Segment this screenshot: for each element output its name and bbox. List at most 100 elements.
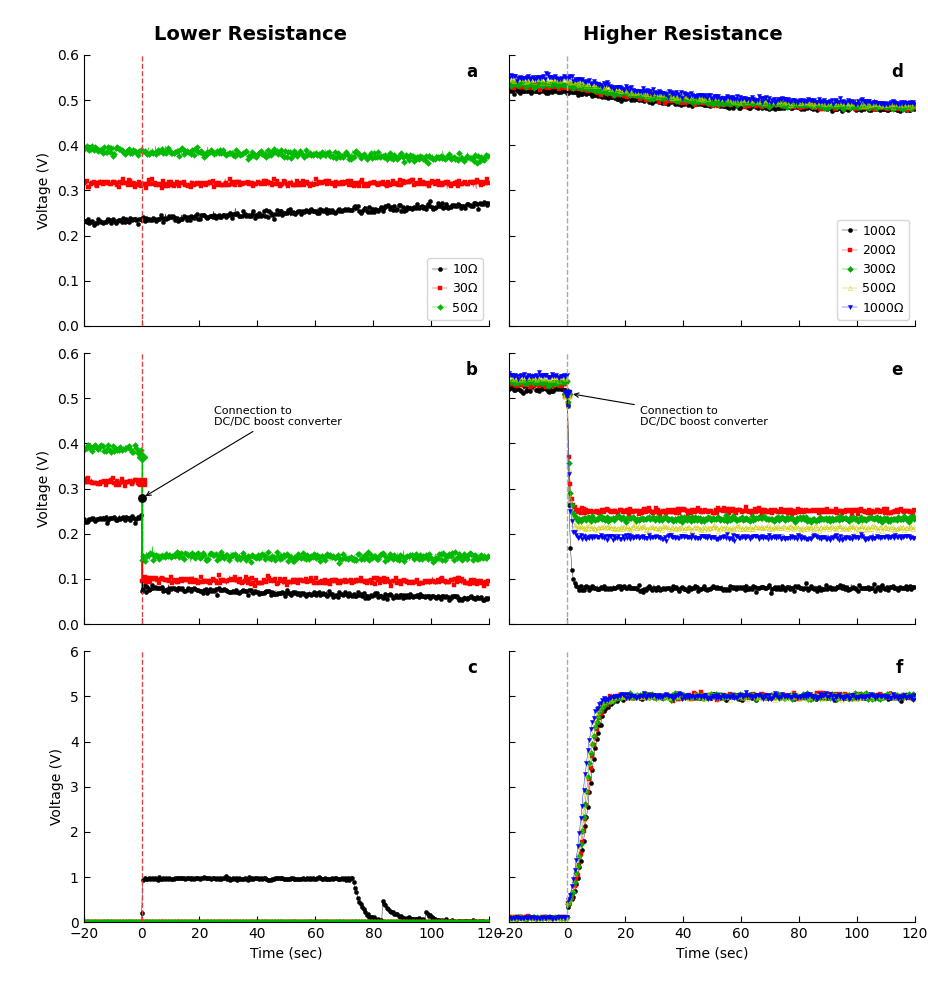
500Ω (807, 101, 818, 113)
500Ω (517, 70, 528, 82)
200Ω (789, 99, 800, 111)
200Ω (507, 80, 518, 92)
200Ω (557, 77, 568, 89)
30Ω (81, 175, 92, 187)
X-axis label: Time (sec): Time (sec) (676, 946, 748, 961)
30Ω (78, 177, 89, 189)
Line: 50Ω: 50Ω (82, 143, 491, 166)
100Ω (900, 107, 911, 119)
50Ω (81, 141, 92, 153)
100Ω (555, 82, 566, 94)
1000Ω (789, 96, 800, 108)
300Ω (537, 78, 548, 90)
50Ω (419, 158, 431, 169)
30Ω (483, 175, 495, 187)
Y-axis label: Voltage (V): Voltage (V) (50, 748, 64, 826)
100Ω (909, 103, 920, 115)
100Ω (767, 101, 778, 113)
Text: f: f (895, 659, 902, 677)
100Ω (537, 85, 548, 97)
300Ω (767, 97, 778, 109)
300Ω (868, 104, 879, 116)
30Ω (342, 178, 353, 190)
Line: 500Ω: 500Ω (507, 74, 916, 110)
1000Ω (507, 70, 518, 82)
1000Ω (540, 68, 551, 80)
1000Ω (537, 70, 548, 82)
200Ω (847, 103, 858, 115)
10Ω (483, 198, 495, 210)
X-axis label: Time (sec): Time (sec) (250, 946, 322, 961)
Legend: 10Ω, 30Ω, 50Ω: 10Ω, 30Ω, 50Ω (427, 258, 483, 320)
10Ω (78, 215, 89, 227)
500Ω (858, 95, 870, 107)
1000Ω (503, 73, 514, 85)
100Ω (507, 84, 518, 96)
Legend: 100Ω, 200Ω, 300Ω, 500Ω, 1000Ω: 100Ω, 200Ω, 300Ω, 500Ω, 1000Ω (836, 219, 908, 320)
Line: 300Ω: 300Ω (507, 79, 916, 112)
50Ω (423, 150, 434, 162)
50Ω (342, 151, 353, 163)
Text: e: e (891, 361, 902, 379)
10Ω (433, 200, 445, 212)
10Ω (342, 203, 353, 215)
500Ω (507, 75, 518, 87)
30Ω (364, 177, 375, 189)
300Ω (503, 78, 514, 90)
10Ω (364, 201, 375, 213)
500Ω (789, 95, 800, 107)
30Ω (432, 175, 444, 187)
10Ω (87, 219, 98, 231)
50Ω (78, 142, 89, 154)
Text: Connection to
DC/DC boost converter: Connection to DC/DC boost converter (574, 393, 767, 428)
Text: a: a (466, 63, 476, 81)
500Ω (537, 74, 548, 86)
200Ω (909, 104, 920, 116)
1000Ω (858, 96, 870, 108)
Text: c: c (467, 659, 476, 677)
50Ω (112, 144, 123, 156)
Text: d: d (890, 63, 902, 81)
10Ω (112, 212, 123, 224)
100Ω (847, 105, 858, 117)
30Ω (219, 172, 230, 184)
1000Ω (767, 94, 778, 106)
200Ω (537, 82, 548, 94)
Line: 10Ω: 10Ω (82, 198, 491, 227)
50Ω (364, 151, 375, 163)
50Ω (483, 154, 495, 166)
Line: 100Ω: 100Ω (507, 86, 916, 115)
100Ω (503, 85, 514, 97)
300Ω (534, 75, 545, 87)
50Ω (433, 153, 445, 165)
200Ω (503, 81, 514, 93)
500Ω (909, 98, 920, 110)
30Ω (470, 182, 482, 194)
500Ω (848, 97, 859, 109)
30Ω (111, 179, 122, 191)
Y-axis label: Voltage (V): Voltage (V) (37, 450, 51, 527)
10Ω (424, 195, 435, 207)
10Ω (81, 216, 92, 228)
300Ω (857, 100, 869, 112)
1000Ω (909, 98, 920, 110)
50Ω (110, 139, 122, 151)
200Ω (767, 101, 778, 113)
300Ω (789, 99, 800, 111)
100Ω (857, 103, 869, 115)
200Ω (857, 102, 869, 114)
500Ω (767, 97, 778, 109)
Text: Higher Resistance: Higher Resistance (582, 25, 782, 45)
100Ω (789, 101, 800, 113)
Line: 30Ω: 30Ω (82, 176, 491, 190)
10Ω (422, 201, 433, 213)
Text: Connection to
DC/DC boost converter: Connection to DC/DC boost converter (147, 406, 342, 496)
300Ω (847, 101, 858, 113)
Line: 1000Ω: 1000Ω (507, 72, 916, 108)
Y-axis label: Voltage (V): Voltage (V) (37, 152, 51, 229)
30Ω (422, 174, 433, 186)
Line: 200Ω: 200Ω (507, 81, 916, 112)
1000Ω (848, 98, 859, 110)
1000Ω (791, 100, 802, 112)
300Ω (909, 100, 920, 112)
